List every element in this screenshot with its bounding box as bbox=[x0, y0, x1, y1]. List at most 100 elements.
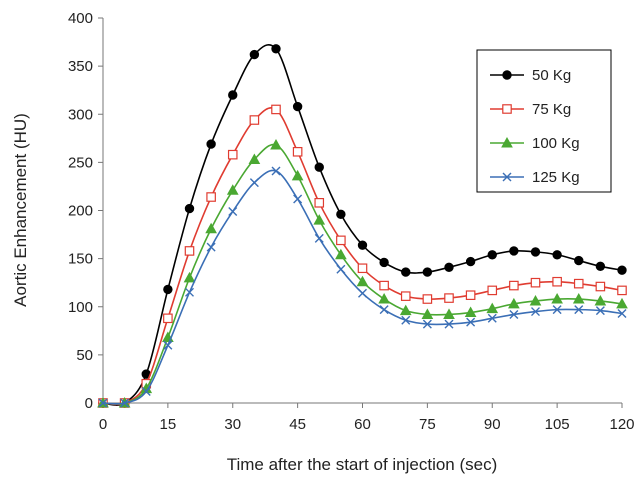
data-point bbox=[184, 246, 195, 256]
legend-item: 125 Kg bbox=[490, 169, 580, 186]
data-point bbox=[378, 293, 390, 304]
data-point bbox=[249, 49, 260, 60]
data-point bbox=[227, 149, 238, 160]
legend-label: 100 Kg bbox=[532, 135, 580, 152]
data-point bbox=[291, 169, 304, 181]
data-point bbox=[617, 285, 627, 296]
data-point bbox=[356, 275, 369, 287]
legend-marker bbox=[502, 104, 512, 114]
data-point bbox=[487, 285, 498, 296]
data-point bbox=[552, 250, 562, 260]
x-marker-stroke bbox=[595, 306, 605, 316]
data-point bbox=[422, 319, 432, 329]
data-point bbox=[183, 271, 196, 283]
x-marker-stroke bbox=[531, 307, 540, 317]
data-point bbox=[206, 192, 216, 202]
x-marker-stroke bbox=[206, 242, 216, 252]
data-point bbox=[486, 302, 499, 314]
x-marker-stroke bbox=[574, 305, 584, 315]
x-marker-stroke bbox=[141, 386, 151, 396]
data-point bbox=[487, 313, 497, 323]
data-point bbox=[421, 308, 434, 319]
data-point bbox=[594, 294, 607, 306]
data-point bbox=[617, 308, 627, 318]
x-marker-stroke bbox=[422, 319, 432, 329]
data-point bbox=[335, 248, 347, 260]
y-tick-label: 100 bbox=[68, 299, 93, 316]
data-point bbox=[466, 317, 476, 327]
data-point bbox=[464, 306, 477, 318]
x-tick-label: 90 bbox=[484, 416, 501, 433]
data-point bbox=[465, 256, 476, 267]
data-point bbox=[509, 280, 519, 291]
legend-box bbox=[476, 49, 612, 193]
x-tick-label: 60 bbox=[354, 416, 371, 433]
data-point bbox=[572, 293, 585, 304]
x-marker-stroke bbox=[98, 398, 108, 408]
data-point bbox=[400, 291, 411, 301]
data-point bbox=[184, 203, 195, 214]
data-point bbox=[292, 101, 303, 112]
legend-item: 50 Kg bbox=[490, 67, 571, 84]
data-point bbox=[336, 235, 346, 246]
data-point bbox=[595, 261, 606, 272]
x-tick-label: 15 bbox=[160, 416, 177, 433]
x-marker-stroke bbox=[358, 288, 367, 298]
data-point bbox=[206, 242, 216, 252]
data-point bbox=[531, 307, 540, 317]
series-line bbox=[102, 169, 623, 405]
data-point bbox=[401, 267, 411, 277]
x-marker-stroke bbox=[617, 308, 627, 318]
x-axis-title: Time after the start of injection (sec) bbox=[227, 455, 498, 474]
data-point bbox=[574, 255, 584, 266]
data-point bbox=[163, 340, 173, 350]
data-point bbox=[379, 257, 389, 268]
x-tick-label: 45 bbox=[289, 416, 306, 433]
series-50-kg bbox=[98, 43, 627, 408]
y-tick-label: 150 bbox=[68, 251, 93, 268]
x-marker-stroke bbox=[249, 178, 259, 188]
data-point bbox=[508, 297, 520, 309]
data-point bbox=[444, 293, 454, 303]
x-marker-stroke bbox=[444, 319, 454, 329]
x-marker-stroke bbox=[271, 166, 281, 176]
x-marker-stroke bbox=[336, 264, 346, 274]
legend-label: 50 Kg bbox=[532, 67, 571, 84]
data-point bbox=[509, 309, 519, 319]
data-point bbox=[292, 146, 303, 157]
data-point bbox=[314, 198, 325, 208]
x-marker-stroke bbox=[487, 313, 497, 323]
data-point bbox=[379, 305, 389, 315]
data-point bbox=[293, 194, 303, 204]
data-point bbox=[314, 162, 324, 172]
data-point bbox=[185, 287, 194, 297]
y-axis-title: Aortic Enhancement (HU) bbox=[11, 113, 30, 307]
data-point bbox=[249, 178, 259, 188]
x-marker-stroke bbox=[293, 194, 303, 204]
data-point bbox=[163, 313, 173, 324]
legend-label: 125 Kg bbox=[532, 169, 580, 186]
data-point bbox=[465, 290, 476, 300]
data-point bbox=[509, 246, 519, 256]
data-point bbox=[358, 288, 367, 298]
data-point bbox=[530, 247, 541, 257]
data-point bbox=[595, 281, 606, 292]
y-tick-label: 350 bbox=[68, 58, 93, 75]
data-point bbox=[271, 44, 281, 54]
data-point bbox=[595, 306, 605, 316]
x-marker-stroke bbox=[228, 206, 238, 216]
data-point bbox=[336, 209, 346, 220]
data-point bbox=[422, 267, 433, 277]
data-point bbox=[443, 308, 455, 319]
data-point bbox=[357, 263, 368, 274]
x-marker-stroke bbox=[185, 287, 194, 297]
data-point bbox=[379, 280, 389, 291]
data-point bbox=[271, 166, 281, 176]
data-point bbox=[487, 250, 497, 260]
data-point bbox=[357, 240, 368, 250]
legend-marker bbox=[502, 172, 512, 182]
data-point bbox=[98, 398, 108, 408]
x-marker-stroke bbox=[401, 315, 411, 325]
